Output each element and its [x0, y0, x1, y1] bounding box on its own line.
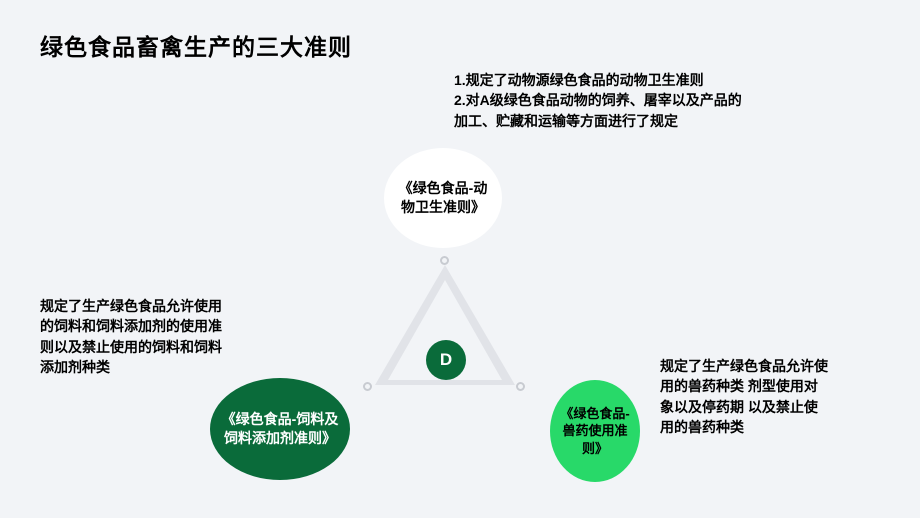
node-vetdrug: 《绿色食品-兽药使用准则》 [550, 380, 640, 482]
page-title: 绿色食品畜禽生产的三大准则 [40, 28, 352, 62]
triangle-vertex-top [440, 256, 449, 265]
node-feed: 《绿色食品-饲料及饲料添加剂准则》 [210, 378, 350, 480]
node-center-d: D [426, 340, 466, 380]
node-hygiene: 《绿色食品-动物卫生准则》 [384, 148, 502, 248]
desc-hygiene: 1.规定了动物源绿色食品的动物卫生准则2.对A级绿色食品动物的饲养、屠宰以及产品… [454, 70, 744, 131]
triangle-vertex-left [363, 382, 372, 391]
triangle-vertex-right [516, 382, 525, 391]
desc-feed: 规定了生产绿色食品允许使用的饲料和饲料添加剂的使用准则以及禁止使用的饲料和饲料添… [40, 296, 235, 377]
desc-vetdrug: 规定了生产绿色食品允许使用的兽药种类 剂型使用对象以及停药期 以及禁止使用的兽药… [660, 356, 830, 437]
